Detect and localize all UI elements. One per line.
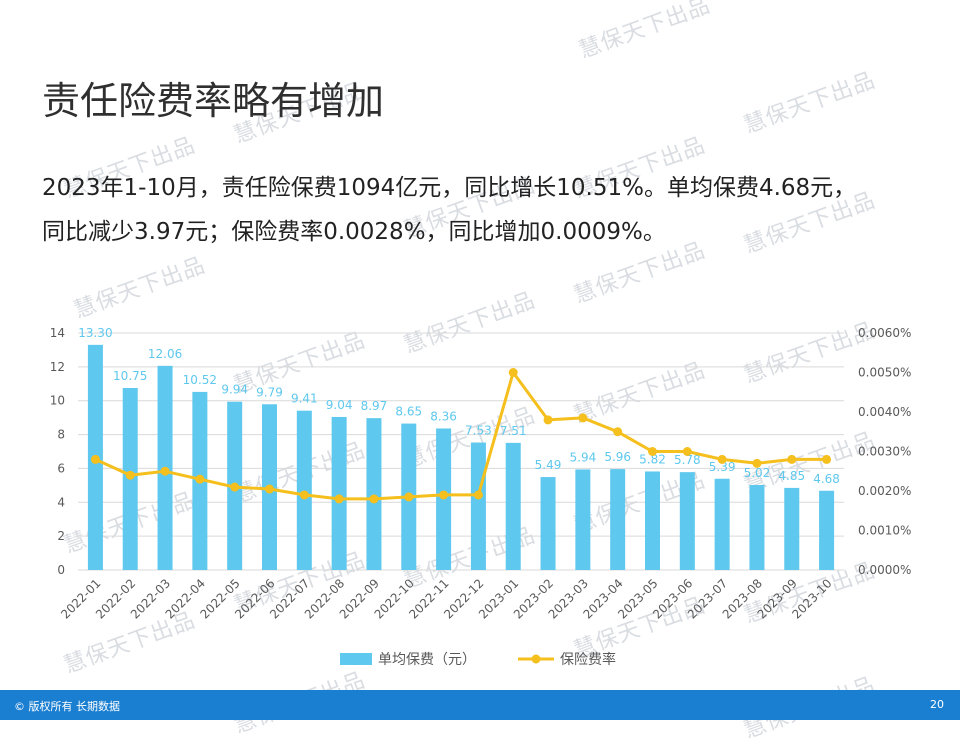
y-axis-left: 0 2 4 6 8 10 12 14 <box>50 326 65 577</box>
rate-point <box>334 494 344 504</box>
rate-point <box>299 490 309 500</box>
rate-point <box>439 490 449 500</box>
x-axis: 2022-012022-022022-032022-042022-052022-… <box>58 576 835 621</box>
bar <box>470 442 486 570</box>
rate-point <box>648 447 657 456</box>
bar-data-label: 9.94 <box>221 383 248 397</box>
bar-data-label: 5.78 <box>674 453 701 467</box>
rate-line <box>94 371 827 501</box>
y-left-tick-label: 6 <box>57 461 65 475</box>
y-right-tick-label: 0.0050% <box>858 366 911 380</box>
bar <box>784 487 800 570</box>
y-right-tick-label: 0.0000% <box>858 563 911 577</box>
y-right-tick-label: 0.0040% <box>858 405 911 419</box>
y-left-tick-label: 0 <box>57 563 65 577</box>
bar <box>819 490 835 570</box>
rate-point <box>682 447 692 456</box>
rate-point <box>717 454 727 464</box>
y-right-tick-label: 0.0020% <box>858 484 911 498</box>
bar-data-label: 7.53 <box>465 424 492 438</box>
rate-point <box>369 494 379 504</box>
summary-line-2: 同比减少3.97元；保险费率0.0028%，同比增加0.0009%。 <box>42 219 666 245</box>
watermark-text: 慧保天下出品 <box>575 0 714 64</box>
rate-point <box>473 490 483 500</box>
y-left-tick-label: 10 <box>50 394 65 408</box>
bar-data-label: 12.06 <box>148 347 182 361</box>
y-left-tick-label: 12 <box>50 360 65 374</box>
bar-data-label: 5.02 <box>744 466 771 480</box>
bar-data-label: 9.41 <box>291 392 318 406</box>
y-left-tick-label: 4 <box>57 495 65 509</box>
bar <box>679 472 695 570</box>
bar-data-label: 10.75 <box>113 369 147 383</box>
rate-point <box>822 454 832 464</box>
y-axis-right: 0.0000% 0.0010% 0.0020% 0.0030% 0.0040% 0.005… <box>858 326 911 577</box>
bar-data-label: 13.30 <box>78 326 112 340</box>
legend-line-label: 保险费率 <box>560 651 616 668</box>
y-right-tick-label: 0.0060% <box>858 326 911 340</box>
bar-data-label: 5.49 <box>535 458 562 472</box>
bar-data-label: 4.85 <box>778 469 805 483</box>
bar-data-label: 8.36 <box>430 409 457 423</box>
bar-data-label: 5.96 <box>604 450 631 464</box>
rate-point <box>90 454 100 464</box>
legend-bar-swatch <box>340 653 372 665</box>
rate-point <box>404 492 414 502</box>
chart-legend: 单均保费（元） 保险费率 <box>340 651 616 668</box>
bar-data-label: 4.68 <box>813 472 840 486</box>
bar-data-label: 7.51 <box>500 424 527 438</box>
bar <box>575 469 591 570</box>
watermark-text: 慧保天下出品 <box>740 68 879 139</box>
bar <box>505 442 521 570</box>
rate-point <box>265 484 274 494</box>
bar-series <box>87 344 835 570</box>
bar-data-label: 5.39 <box>709 460 736 474</box>
page-number: 20 <box>930 698 944 711</box>
bar <box>296 410 312 570</box>
rate-point <box>613 427 623 437</box>
page-title: 责任险费率略有增加 <box>42 79 385 123</box>
legend-line-marker <box>531 654 541 664</box>
rate-point <box>160 466 170 476</box>
legend-bar-label: 单均保费（元） <box>378 652 476 668</box>
rate-point <box>752 458 762 468</box>
rate-point <box>543 415 553 425</box>
rate-point <box>578 413 588 423</box>
bar-data-label: 10.52 <box>183 373 217 387</box>
bar-data-label: 8.65 <box>395 405 422 419</box>
bar-data-label: 9.04 <box>326 398 353 412</box>
rate-point <box>195 474 205 484</box>
copyright-text: © 版权所有 长期数据 <box>14 700 120 713</box>
rate-point <box>787 454 797 464</box>
bar <box>366 418 382 570</box>
bar <box>714 478 730 570</box>
y-right-tick-label: 0.0010% <box>858 524 911 538</box>
bar-data-label: 9.79 <box>256 385 283 399</box>
bar <box>749 485 765 570</box>
y-left-tick-label: 14 <box>50 326 65 340</box>
bar-data-label: 8.97 <box>361 399 388 413</box>
y-left-tick-label: 2 <box>57 529 65 543</box>
y-left-tick-label: 8 <box>57 428 65 442</box>
bar <box>645 471 660 570</box>
summary-line-1: 2023年1-10月，责任险保费1094亿元，同比增长10.51%。单均保费4.… <box>42 175 857 201</box>
rate-point <box>508 368 518 377</box>
line-series <box>90 368 832 504</box>
bar-data-label: 5.82 <box>639 452 666 466</box>
rate-point <box>125 470 135 480</box>
summary-text: 2023年1-10月，责任险保费1094亿元，同比增长10.51%。单均保费4.… <box>42 166 932 254</box>
bar <box>610 469 626 570</box>
bar-data-label: 5.94 <box>570 450 597 464</box>
bar <box>331 416 347 570</box>
y-right-tick-label: 0.0030% <box>858 445 911 459</box>
rate-point <box>230 482 240 492</box>
bar <box>540 477 556 570</box>
footer-bar: © 版权所有 长期数据 20 <box>0 690 960 720</box>
